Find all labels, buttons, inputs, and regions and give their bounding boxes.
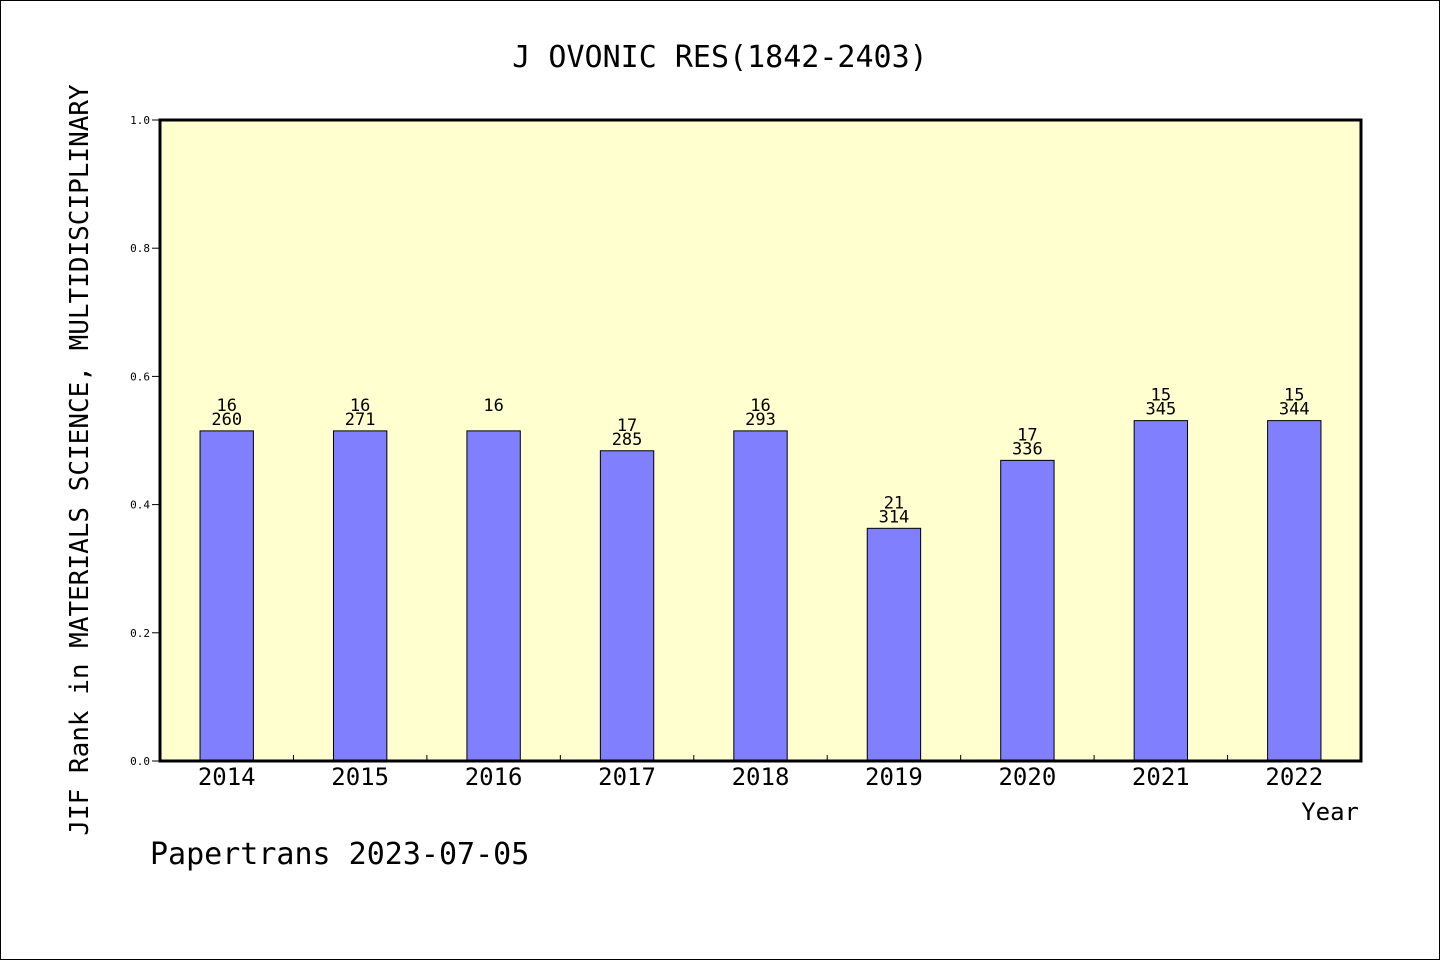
y-tick-label-0.8: 0.8 [130,242,150,255]
bar-2018 [733,430,788,762]
bar-2022 [1267,420,1322,762]
bar-2017 [599,450,655,762]
bar-total-label-2021: 345 [1145,400,1176,420]
bar-2021 [1133,420,1189,762]
bar-2019 [866,527,922,762]
bar-rank-label-2021: 15 [1151,386,1171,406]
x-tick-label-2022: 2022 [1265,763,1323,791]
bar-2015 [332,430,388,762]
y-tick-label-1.0: 1.0 [130,114,150,127]
x-axis-label: Year [1301,798,1359,826]
bar-total-label-2020: 336 [1012,439,1043,459]
y-tick-label-0.2: 0.2 [130,627,150,640]
x-tick-label-2014: 2014 [198,763,256,791]
x-tick-label-2019: 2019 [865,763,923,791]
plot-border [158,118,1363,763]
bar-rank-label-2017: 17 [617,416,637,436]
footer-credit: Papertrans 2023-07-05 [150,837,529,872]
bar-2014 [199,430,254,762]
y-tick-label-0.0: 0.0 [130,755,150,768]
bar-total-label-2022: 344 [1279,400,1310,420]
bar-rank-label-2016: 16 [483,396,503,416]
bar-rank-label-2015: 16 [350,396,370,416]
bar-rank-label-2019: 21 [884,493,904,513]
x-tick-label-2020: 2020 [998,763,1056,791]
y-axis-label: JIF Rank in MATERIALS SCIENCE, MULTIDISC… [65,84,95,836]
x-tick-label-2017: 2017 [598,763,656,791]
bar-total-label-2019: 314 [879,507,910,527]
y-tick-label-0.4: 0.4 [130,499,150,512]
x-tick-label-2015: 2015 [331,763,389,791]
x-tick-label-2018: 2018 [732,763,790,791]
bar-total-label-2017: 285 [612,430,643,450]
bar-total-label-2018: 293 [745,410,776,430]
bar-rank-label-2022: 15 [1284,386,1304,406]
bar-rank-label-2020: 17 [1017,425,1037,445]
y-tick-label-0.6: 0.6 [130,370,150,383]
bar-total-label-2015: 271 [345,410,376,430]
bar-2020 [1000,459,1055,762]
bar-rank-label-2014: 16 [216,396,236,416]
bar-total-label-2014: 260 [211,410,242,430]
x-tick-label-2016: 2016 [465,763,523,791]
x-tick-label-2021: 2021 [1132,763,1190,791]
bar-rank-label-2018: 16 [750,396,770,416]
bar-2016 [466,430,521,762]
chart-title: J OVONIC RES(1842-2403) [512,40,927,75]
